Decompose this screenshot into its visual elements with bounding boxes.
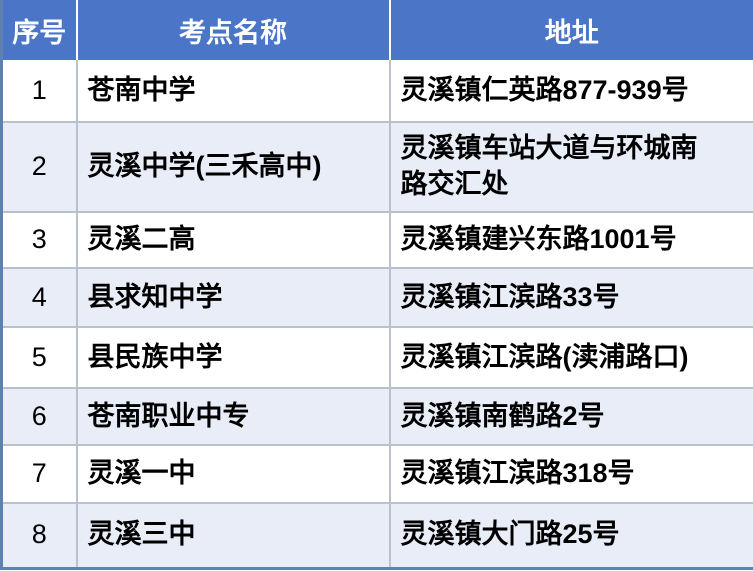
column-header-site: 考点名称	[75, 0, 390, 60]
table-row: 5 县民族中学 灵溪镇江滨路(渎浦路口)	[1, 326, 753, 388]
row-number-cell: 4	[1, 267, 77, 327]
row-number-cell: 6	[1, 387, 77, 445]
site-name-cell: 灵溪三中	[75, 502, 390, 568]
table-row: 4 县求知中学 灵溪镇江滨路33号	[1, 267, 753, 327]
row-number-cell: 8	[1, 502, 77, 568]
column-header-address: 地址	[388, 0, 753, 60]
site-name-cell: 县求知中学	[75, 267, 390, 327]
site-name-cell: 苍南中学	[75, 60, 390, 122]
row-number-cell: 1	[1, 60, 77, 122]
address-cell: 灵溪镇建兴东路1001号	[388, 211, 753, 268]
address-cell: 灵溪镇大门路25号	[388, 502, 753, 568]
address-cell: 灵溪镇车站大道与环城南 路交汇处	[388, 121, 753, 212]
address-cell: 灵溪镇江滨路318号	[388, 444, 753, 503]
table-body: 1 苍南中学 灵溪镇仁英路877-939号 2 灵溪中学(三禾高中) 灵溪镇车站…	[1, 60, 753, 568]
row-number-cell: 7	[1, 444, 77, 503]
table-row: 3 灵溪二高 灵溪镇建兴东路1001号	[1, 211, 753, 268]
site-name-cell: 灵溪一中	[75, 444, 390, 503]
row-number-cell: 2	[1, 121, 77, 212]
table-row: 1 苍南中学 灵溪镇仁英路877-939号	[1, 60, 753, 122]
address-cell: 灵溪镇江滨路33号	[388, 267, 753, 327]
table-row: 7 灵溪一中 灵溪镇江滨路318号	[1, 444, 753, 503]
site-name-cell: 县民族中学	[75, 326, 390, 388]
site-name-cell: 苍南职业中专	[75, 387, 390, 445]
column-header-number: 序号	[1, 0, 77, 60]
row-number-cell: 5	[1, 326, 77, 388]
table-row: 6 苍南职业中专 灵溪镇南鹤路2号	[1, 387, 753, 445]
header-row: 序号 考点名称 地址	[1, 0, 753, 60]
address-cell: 灵溪镇仁英路877-939号	[388, 60, 753, 122]
address-cell: 灵溪镇南鹤路2号	[388, 387, 753, 445]
table-header: 序号 考点名称 地址	[1, 0, 753, 60]
row-number-cell: 3	[1, 211, 77, 268]
site-name-cell: 灵溪中学(三禾高中)	[75, 121, 390, 212]
table-row: 2 灵溪中学(三禾高中) 灵溪镇车站大道与环城南 路交汇处	[1, 121, 753, 212]
site-name-cell: 灵溪二高	[75, 211, 390, 268]
address-cell: 灵溪镇江滨路(渎浦路口)	[388, 326, 753, 388]
table-row: 8 灵溪三中 灵溪镇大门路25号	[1, 502, 753, 568]
